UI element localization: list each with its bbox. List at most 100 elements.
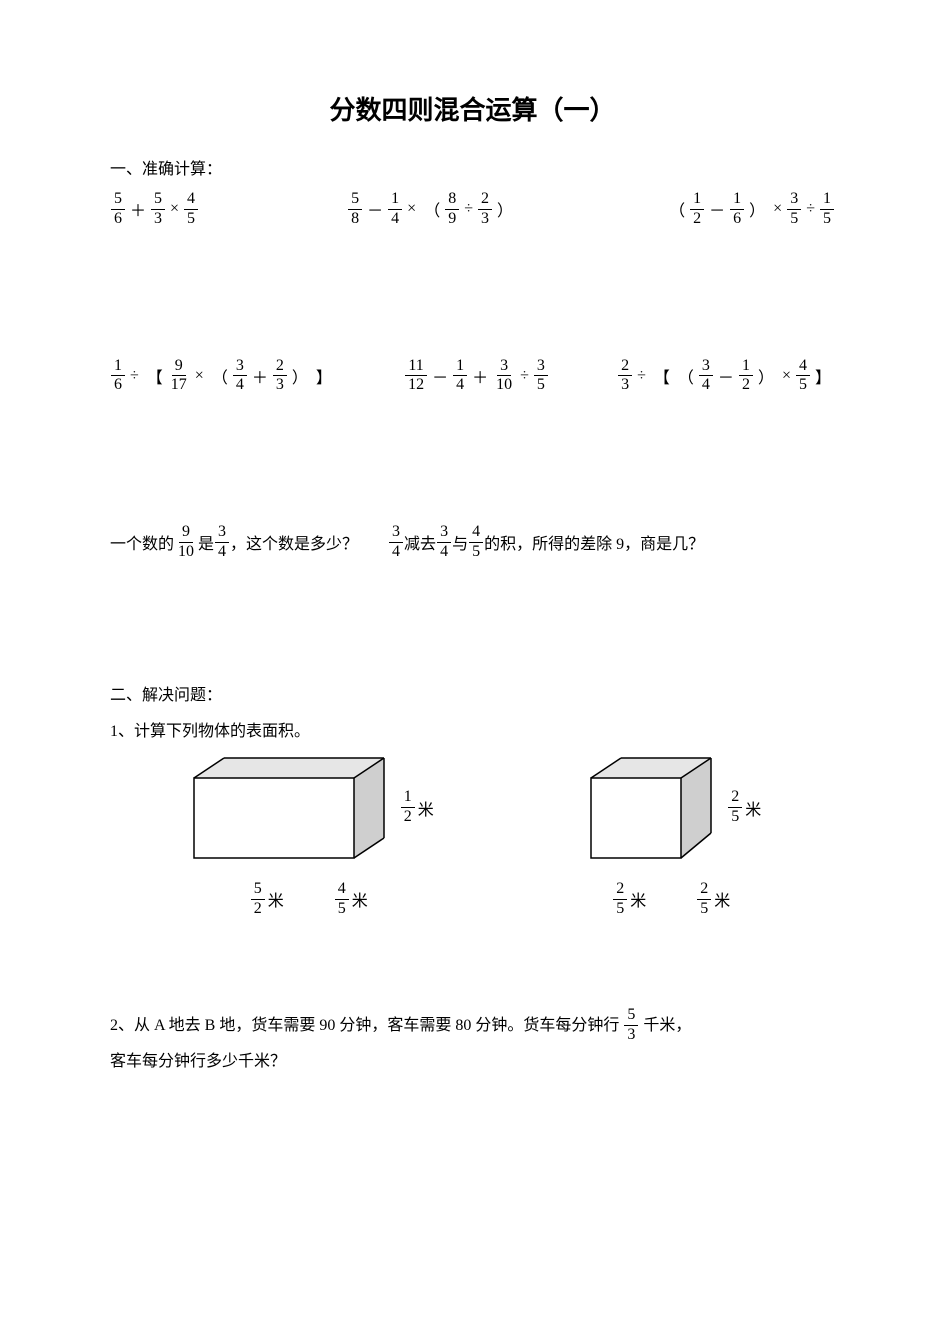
fraction: 35 — [786, 191, 802, 228]
unit: 米 — [745, 796, 761, 820]
lparen: （ — [665, 197, 689, 221]
cuboid-length-label: 52 米 — [250, 881, 284, 918]
cuboid-height-label: 12 米 — [400, 789, 434, 826]
expr-2: 58 － 14 × （ 89 ÷ 23 ） — [347, 191, 517, 228]
lparen: （ — [420, 197, 444, 221]
cube-height-label: 25 米 — [727, 789, 761, 826]
fraction: 23 — [477, 191, 493, 228]
fraction: 310 — [492, 358, 516, 395]
unit: 米 — [418, 796, 434, 820]
cuboid-icon — [184, 753, 394, 863]
op-plus: ＋ — [126, 197, 150, 221]
fraction: 16 — [729, 191, 745, 228]
fraction: 56 — [110, 191, 126, 228]
fraction: 910 — [174, 524, 198, 561]
lparen: （ — [674, 364, 698, 388]
lblk: 【 — [650, 364, 674, 388]
fraction: 1112 — [404, 358, 428, 395]
text: 千米， — [643, 1008, 691, 1043]
rparen: ） — [745, 197, 769, 221]
text: 与 — [452, 530, 468, 554]
question-1-label: 1、计算下列物体的表面积。 — [110, 717, 835, 741]
expr-3: （ 12 － 16 ） × 35 ÷ 15 — [665, 191, 835, 228]
question-2-line-1: 2、从 A 地去 B 地，货车需要 90 分钟，客车需要 80 分钟。货车每分钟… — [110, 1007, 835, 1044]
fraction: 34 — [214, 524, 230, 561]
fraction: 25 — [696, 881, 712, 918]
text: 减去 — [404, 530, 436, 554]
page-title: 分数四则混合运算（一） — [110, 90, 835, 127]
rparen: ） — [493, 197, 517, 221]
cube-width-label: 25 米 — [696, 881, 730, 918]
fraction: 25 — [727, 789, 743, 826]
cuboid-block: 12 米 52 米 45 米 — [184, 753, 434, 918]
fraction: 12 — [400, 789, 416, 826]
fraction: 12 — [689, 191, 705, 228]
text: 一个数的 — [110, 530, 174, 554]
fraction: 23 — [272, 358, 288, 395]
fraction: 15 — [819, 191, 835, 228]
unit: 米 — [714, 887, 730, 911]
text: 的积，所得的差除 9，商是几？ — [484, 530, 704, 554]
fraction: 25 — [612, 881, 628, 918]
fraction: 52 — [250, 881, 266, 918]
expr-row-1: 56 ＋ 53 × 45 58 － 14 × （ 89 ÷ 23 ） （ 12 … — [110, 191, 835, 228]
fraction: 53 — [623, 1007, 639, 1044]
fraction: 45 — [795, 358, 811, 395]
expr-5: 1112 － 14 ＋ 310 ÷ 35 — [404, 358, 549, 395]
rparen: ） — [754, 364, 778, 388]
op-div: ÷ — [633, 367, 650, 385]
fraction: 58 — [347, 191, 363, 228]
fraction: 34 — [388, 524, 404, 561]
op-div: ÷ — [126, 367, 143, 385]
cube-icon — [581, 753, 721, 863]
op-minus: － — [428, 364, 452, 388]
fraction: 89 — [444, 191, 460, 228]
op-times: × — [778, 367, 795, 385]
op-plus: ＋ — [248, 364, 272, 388]
fraction: 16 — [110, 358, 126, 395]
rparen: ） — [288, 364, 312, 388]
op-times: × — [403, 200, 420, 218]
section-2-heading: 二、解决问题： — [110, 681, 835, 705]
op-times: × — [166, 200, 183, 218]
cube-dims: 25 米 25 米 — [581, 881, 761, 918]
op-minus: － — [363, 197, 387, 221]
cuboid-width-label: 45 米 — [334, 881, 368, 918]
op-times: × — [191, 367, 208, 385]
lparen: （ — [208, 364, 232, 388]
page: 分数四则混合运算（一） 一、准确计算： 56 ＋ 53 × 45 58 － 14… — [0, 0, 945, 1139]
unit: 米 — [268, 887, 284, 911]
fraction: 14 — [387, 191, 403, 228]
question-2-line-2: 客车每分钟行多少千米？ — [110, 1044, 835, 1079]
fraction: 12 — [738, 358, 754, 395]
section-1-heading: 一、准确计算： — [110, 155, 835, 179]
op-div: ÷ — [460, 200, 477, 218]
rblk: 】 — [811, 364, 835, 388]
fraction: 14 — [452, 358, 468, 395]
fraction: 53 — [150, 191, 166, 228]
text: ，这个数是多少？ — [230, 530, 358, 554]
expr-row-2: 16 ÷ 【 917 × （ 34 ＋ 23 ） 】 1112 － 14 ＋ 3… — [110, 358, 835, 395]
text: 2、从 A 地去 B 地，货车需要 90 分钟，客车需要 80 分钟。货车每分钟… — [110, 1008, 619, 1043]
cube-block: 25 米 25 米 25 米 — [581, 753, 761, 918]
fraction: 917 — [167, 358, 191, 395]
op-times: × — [769, 200, 786, 218]
fraction: 23 — [617, 358, 633, 395]
rblk: 】 — [312, 364, 336, 388]
op-minus: － — [705, 197, 729, 221]
expr-1: 56 ＋ 53 × 45 — [110, 191, 199, 228]
op-plus: ＋ — [468, 364, 492, 388]
cube-length-label: 25 米 — [612, 881, 646, 918]
fraction: 45 — [468, 524, 484, 561]
unit: 米 — [352, 887, 368, 911]
op-div: ÷ — [802, 200, 819, 218]
text: 是 — [198, 530, 214, 554]
expr-4: 16 ÷ 【 917 × （ 34 ＋ 23 ） 】 — [110, 358, 336, 395]
unit: 米 — [630, 887, 646, 911]
shapes-row: 12 米 52 米 45 米 — [110, 753, 835, 918]
question-2: 2、从 A 地去 B 地，货车需要 90 分钟，客车需要 80 分钟。货车每分钟… — [110, 1007, 835, 1079]
fraction: 34 — [698, 358, 714, 395]
cuboid-dims: 52 米 45 米 — [184, 881, 434, 918]
lblk: 【 — [143, 364, 167, 388]
fraction: 45 — [334, 881, 350, 918]
